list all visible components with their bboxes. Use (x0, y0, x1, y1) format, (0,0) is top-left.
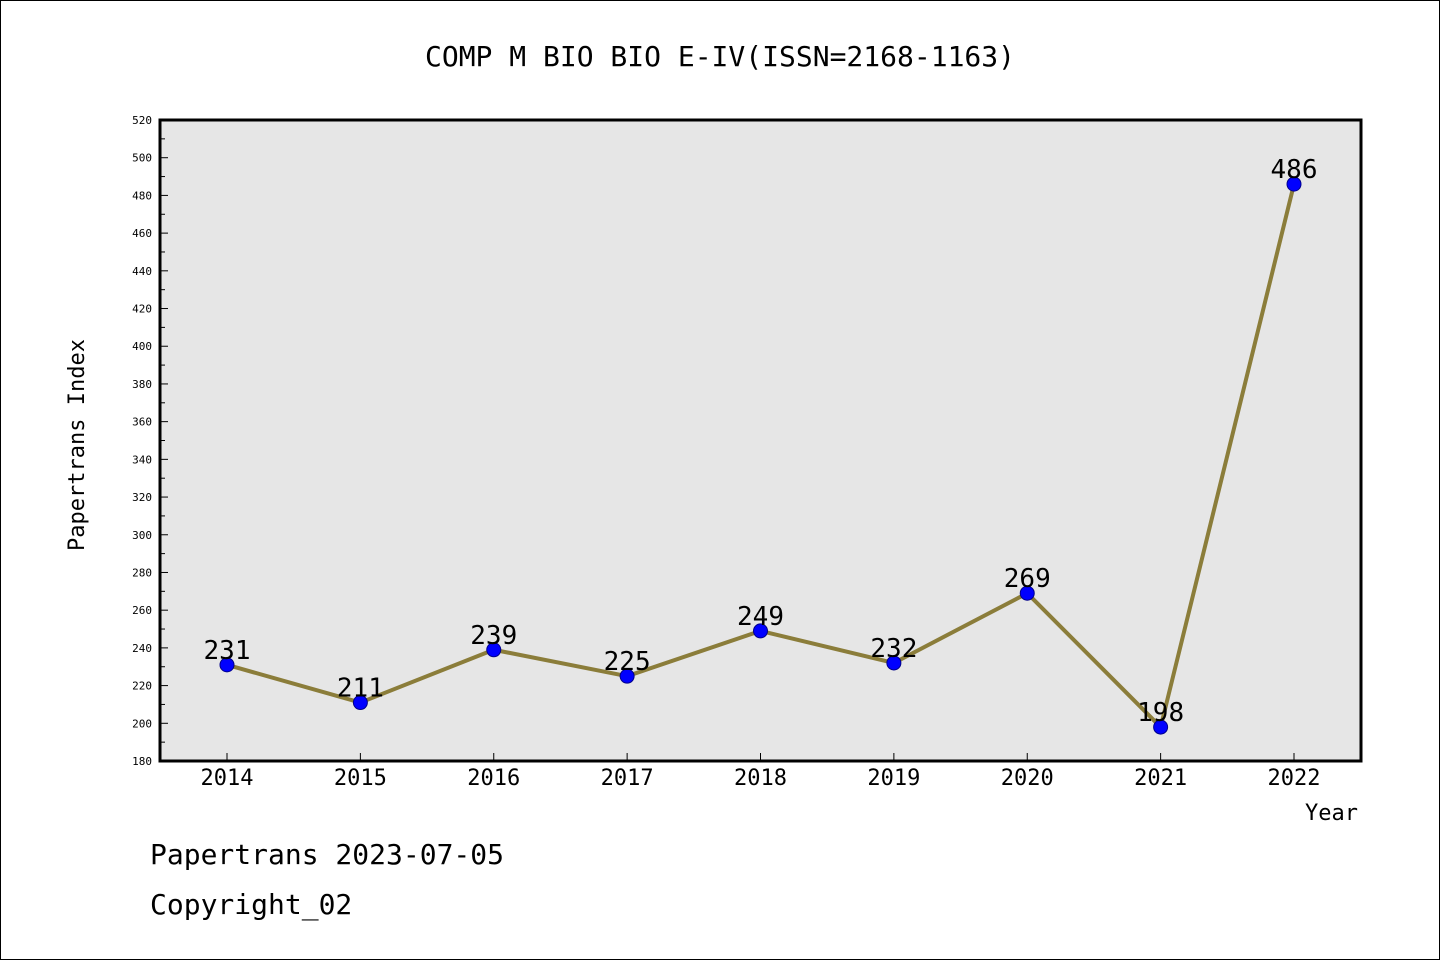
data-point (1153, 719, 1169, 735)
data-label: 225 (604, 647, 651, 677)
data-point (486, 642, 502, 658)
data-point (1019, 585, 1035, 601)
y-tick-label: 300 (132, 529, 152, 542)
x-axis: 2014 2015 2016 2017 2018 2019 2020 2021 2022 (201, 753, 1321, 791)
y-tick-label: 220 (132, 680, 152, 693)
data-label-group: 231 211 239 225 249 232 269 198 486 (204, 155, 1318, 728)
x-tick-label: 2022 (1268, 766, 1321, 791)
y-tick-label: 420 (132, 303, 152, 316)
y-tick-label: 520 (132, 114, 152, 127)
y-tick-label: 180 (132, 755, 152, 768)
data-label: 211 (337, 674, 384, 704)
footer-date: Papertrans 2023-07-05 (150, 838, 504, 871)
x-axis-label: Year (1305, 801, 1358, 826)
x-tick-label: 2018 (734, 766, 787, 791)
data-point (219, 657, 235, 673)
plot-border (158, 118, 1363, 763)
y-axis-label: Papertrans Index (65, 339, 90, 551)
x-tick-label: 2021 (1134, 766, 1187, 791)
data-label: 239 (470, 621, 517, 651)
y-tick-label: 240 (132, 642, 152, 655)
series-line-group (219, 176, 1302, 735)
y-tick-label: 340 (132, 453, 152, 466)
data-label: 231 (204, 636, 251, 666)
data-point (886, 655, 902, 671)
y-tick-label: 480 (132, 189, 152, 202)
plot-area (160, 120, 1361, 761)
y-tick-label: 260 (132, 604, 152, 617)
chart-title: COMP M BIO BIO E-IV(ISSN=2168-1163) (425, 40, 1015, 73)
x-tick-label: 2020 (1001, 766, 1054, 791)
y-tick-label: 500 (132, 152, 152, 165)
y-tick-label: 280 (132, 566, 152, 579)
data-label: 269 (1004, 564, 1051, 594)
data-label: 249 (737, 602, 784, 632)
x-tick-label: 2016 (467, 766, 520, 791)
data-label: 486 (1271, 155, 1318, 185)
footer-copyright: Copyright_02 (150, 888, 352, 922)
data-point (753, 623, 768, 639)
y-tick-label: 440 (132, 265, 152, 278)
data-point (1286, 176, 1302, 192)
y-tick-label: 360 (132, 416, 152, 429)
x-tick-label: 2015 (334, 766, 387, 791)
y-tick-label: 200 (132, 717, 152, 730)
y-tick-label: 460 (132, 227, 152, 240)
data-point (352, 695, 368, 711)
data-point (619, 668, 635, 684)
x-tick-label: 2014 (201, 766, 254, 791)
x-tick-label: 2019 (867, 766, 920, 791)
data-label: 232 (870, 634, 917, 664)
data-label: 198 (1137, 698, 1184, 728)
y-tick-label: 320 (132, 491, 152, 504)
x-tick-label: 2017 (601, 766, 654, 791)
y-tick-label: 380 (132, 378, 152, 391)
y-tick-label: 400 (132, 340, 152, 353)
